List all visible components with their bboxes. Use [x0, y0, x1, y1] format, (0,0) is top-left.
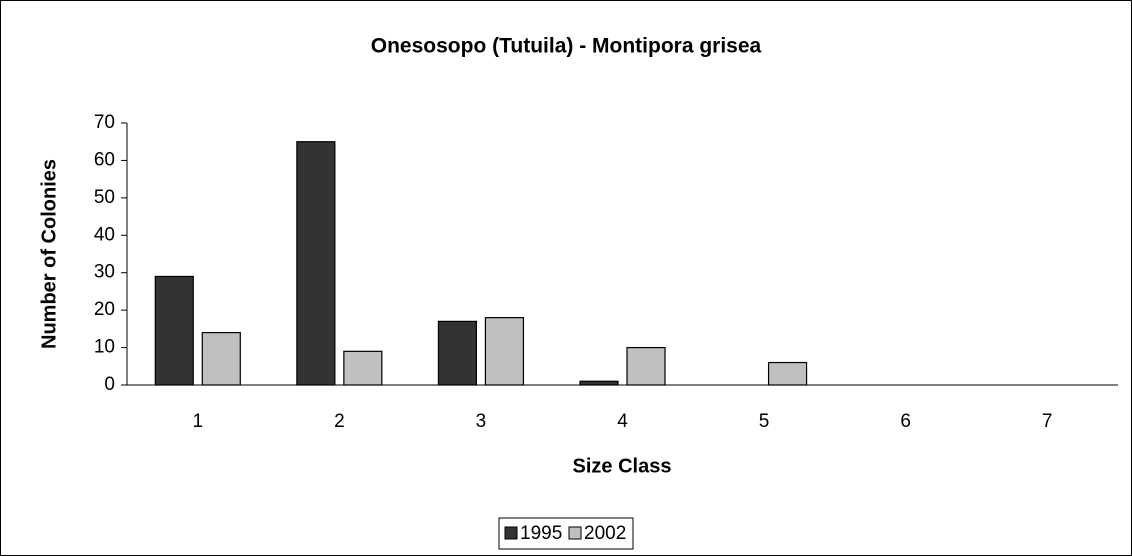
y-tick-label: 60 [94, 149, 115, 170]
bar [201, 332, 241, 386]
bar [296, 141, 336, 386]
legend-swatch [504, 526, 518, 540]
x-tick-label: 1 [192, 411, 203, 432]
bar [343, 350, 383, 386]
y-tick-label: 20 [94, 299, 115, 320]
legend-box [498, 517, 634, 550]
chart-title: Onesosopo (Tutuila) - Montipora grisea [371, 35, 762, 58]
bar [767, 361, 808, 386]
x-tick-label: 7 [1042, 411, 1053, 432]
bar [626, 346, 666, 386]
bar [579, 380, 619, 386]
legend-swatch [568, 526, 582, 540]
bar [154, 275, 194, 386]
x-tick-label: 6 [900, 411, 911, 432]
x-tick-label: 5 [759, 411, 770, 432]
y-tick-label: 10 [94, 337, 115, 358]
bar [437, 320, 478, 386]
y-tick-label: 0 [104, 374, 115, 395]
y-tick-label: 40 [94, 224, 115, 245]
x-axis-label: Size Class [573, 455, 672, 477]
bar [484, 317, 525, 386]
x-tick-label: 4 [617, 411, 628, 432]
x-tick-label: 2 [334, 411, 345, 432]
y-axis-label: Number of Colonies [38, 159, 60, 349]
y-tick-label: 50 [94, 187, 115, 208]
legend-label: 2002 [584, 523, 626, 544]
y-tick-label: 70 [94, 112, 115, 133]
y-tick-label: 30 [94, 262, 115, 283]
x-tick-label: 3 [476, 411, 487, 432]
legend-label: 1995 [520, 523, 562, 544]
